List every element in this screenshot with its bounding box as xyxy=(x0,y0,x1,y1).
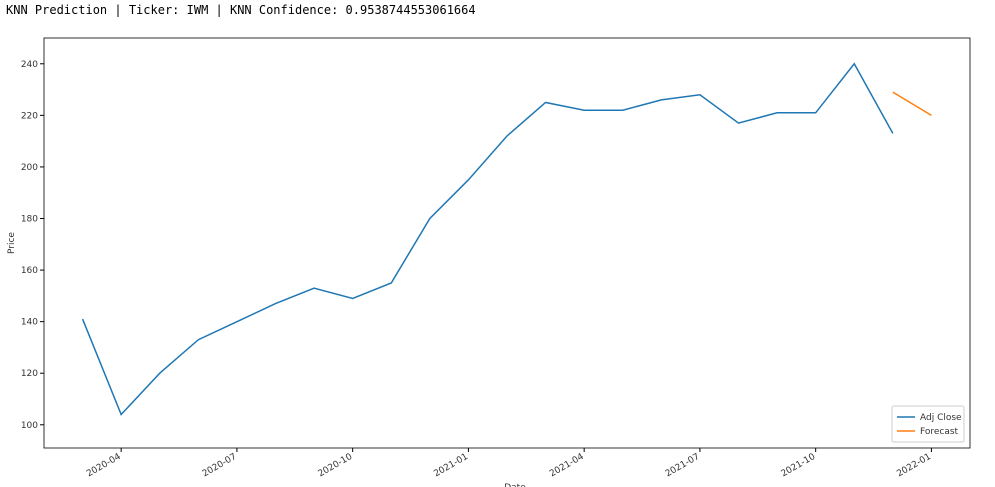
y-tick-label: 100 xyxy=(21,421,38,431)
x-axis-label: Date xyxy=(504,483,526,487)
y-tick-label: 140 xyxy=(21,318,38,328)
line-series xyxy=(81,62,894,416)
x-tick-label: 2020-10 xyxy=(317,452,355,480)
legend-label: Adj Close xyxy=(920,413,962,423)
y-tick-label: 220 xyxy=(21,111,38,121)
x-tick-label: 2021-04 xyxy=(548,452,586,480)
legend-label: Forecast xyxy=(920,427,959,437)
x-tick-label: 2020-04 xyxy=(85,452,123,480)
y-axis-label: Price xyxy=(7,232,17,254)
y-tick-label: 200 xyxy=(21,163,38,173)
x-tick-label: 2021-01 xyxy=(432,452,470,479)
x-tick-label: 2021-10 xyxy=(780,452,818,480)
x-tick-label: 2021-07 xyxy=(664,452,702,479)
y-tick-label: 180 xyxy=(21,215,38,225)
plot-frame xyxy=(43,37,971,449)
y-tick-label: 240 xyxy=(21,60,38,70)
x-tick-label: 2022-01 xyxy=(895,452,933,479)
header-title: KNN Prediction | Ticker: IWM | KNN Confi… xyxy=(6,3,476,17)
y-tick-label: 160 xyxy=(21,266,38,276)
legend-box xyxy=(891,405,965,443)
x-tick-label: 2020-07 xyxy=(201,452,239,479)
line-series xyxy=(892,91,932,117)
y-tick-label: 120 xyxy=(21,369,38,379)
